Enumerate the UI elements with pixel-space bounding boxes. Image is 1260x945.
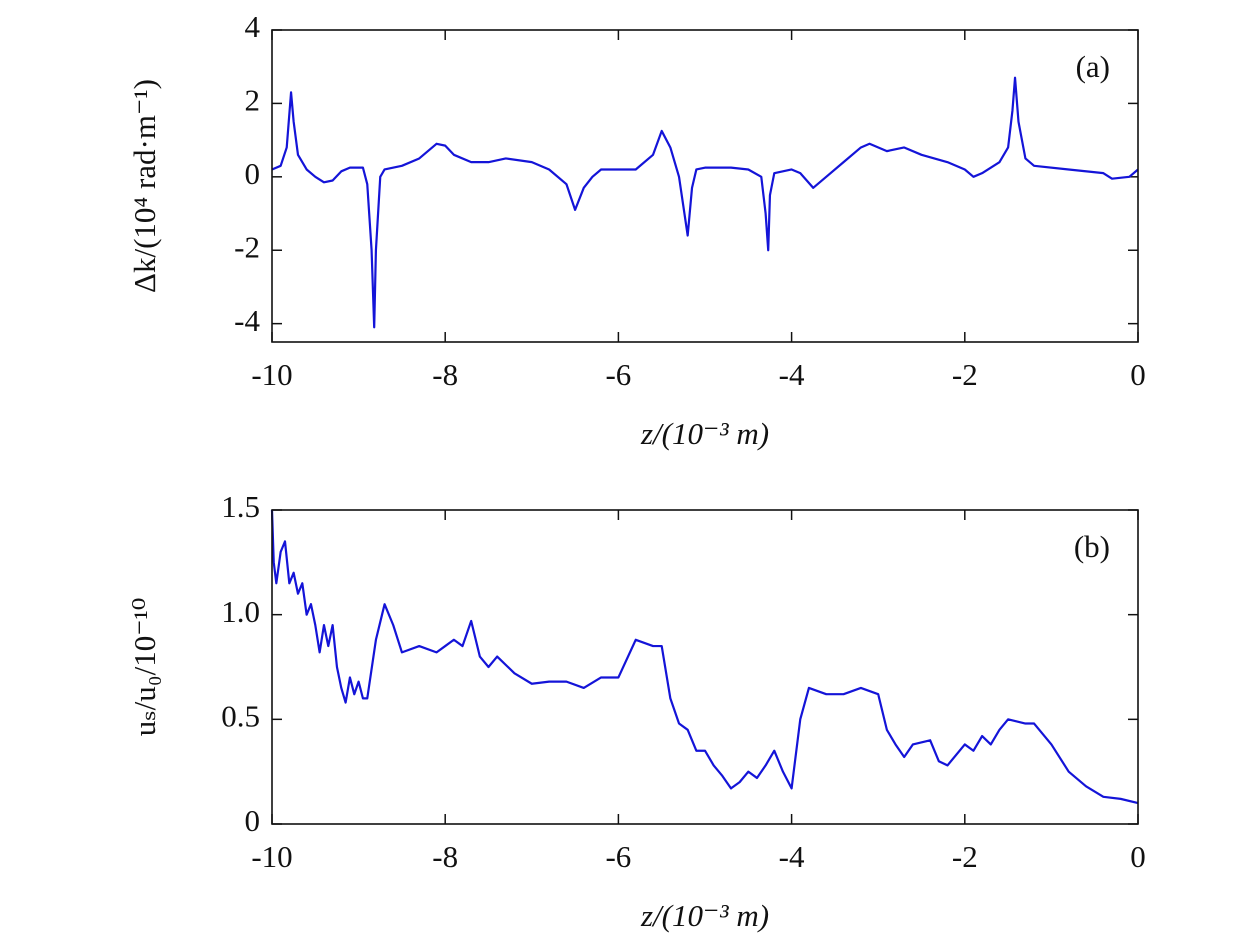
y-tick-label: -4 <box>234 303 260 338</box>
y-tick-label: 2 <box>245 83 261 118</box>
y-axis-label: uₛ/u₀/10⁻¹⁰ <box>127 598 162 737</box>
panel-label: (b) <box>1074 529 1110 564</box>
y-tick-label: 0 <box>245 803 261 838</box>
x-axis-label: z/(10⁻³ m) <box>640 416 769 451</box>
x-tick-label: -4 <box>779 839 805 874</box>
x-tick-label: -8 <box>432 839 458 874</box>
y-tick-label: 1.5 <box>221 489 260 524</box>
x-tick-label: 0 <box>1130 357 1146 392</box>
y-tick-label: 0.5 <box>221 698 260 733</box>
data-line <box>270 509 1139 805</box>
x-tick-label: -10 <box>251 357 292 392</box>
panel-label: (a) <box>1076 49 1110 84</box>
x-tick-label: -4 <box>779 357 805 392</box>
y-tick-label: 0 <box>245 156 261 191</box>
y-tick-label: -2 <box>234 229 260 264</box>
x-tick-label: -6 <box>605 839 631 874</box>
x-tick-label: -10 <box>251 839 292 874</box>
plot-frame <box>271 29 1139 343</box>
plot-frame <box>271 509 1139 825</box>
x-tick-label: -8 <box>432 357 458 392</box>
y-axis-label: Δk/(10⁴ rad·m⁻¹) <box>127 79 162 293</box>
y-tick-label: 4 <box>245 9 261 44</box>
y-tick-label: 1.0 <box>221 594 260 629</box>
x-tick-label: 0 <box>1130 839 1146 874</box>
data-line <box>271 76 1139 329</box>
x-tick-label: -6 <box>605 357 631 392</box>
x-axis-label: z/(10⁻³ m) <box>640 898 769 933</box>
x-tick-label: -2 <box>952 839 978 874</box>
x-tick-label: -2 <box>952 357 978 392</box>
